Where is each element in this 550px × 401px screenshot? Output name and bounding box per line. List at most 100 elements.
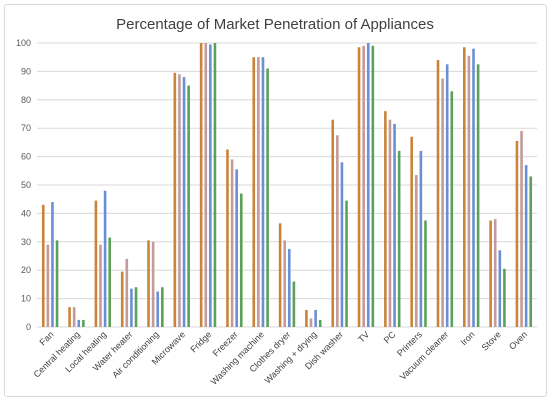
- bar: [340, 162, 344, 327]
- bar: [441, 78, 444, 327]
- bar: [472, 48, 475, 328]
- bar: [108, 237, 111, 327]
- x-category-label: Stove: [480, 329, 503, 352]
- chart-title: Percentage of Market Penetration of Appl…: [116, 16, 434, 33]
- bar: [450, 91, 454, 327]
- x-category-label: Fan: [38, 329, 56, 347]
- bar: [187, 85, 190, 327]
- bar: [309, 318, 313, 327]
- y-tick-label: 30: [21, 237, 31, 247]
- y-tick-label: 80: [21, 95, 31, 105]
- bar: [384, 111, 387, 327]
- bar: [239, 193, 243, 327]
- bar: [120, 271, 124, 327]
- bar: [414, 175, 418, 327]
- bar: [397, 150, 401, 327]
- y-axis: 0 10 20 30 40 50 60 70 80 90 100: [16, 38, 31, 332]
- bar: [489, 220, 492, 327]
- y-tick-label: 100: [16, 38, 31, 48]
- bar: [529, 176, 533, 327]
- bar: [424, 220, 427, 327]
- bar: [134, 287, 138, 327]
- bar: [288, 248, 291, 327]
- bar: [318, 319, 322, 327]
- bar: [125, 258, 129, 327]
- y-tick-label: 20: [21, 265, 31, 275]
- bar: [388, 119, 392, 328]
- bar: [345, 200, 348, 327]
- bar: [436, 60, 440, 327]
- y-tick-label: 50: [21, 180, 31, 190]
- bar: [209, 44, 212, 328]
- bar: [305, 309, 308, 327]
- bar: [362, 45, 365, 328]
- bar: [182, 77, 186, 327]
- x-category-label: TV: [356, 329, 371, 344]
- bar: [278, 223, 282, 327]
- bars: [41, 43, 533, 328]
- bar: [515, 140, 519, 327]
- bar: [178, 74, 181, 328]
- bar: [68, 307, 71, 327]
- bar: [467, 55, 471, 327]
- bar: [51, 202, 54, 327]
- bar: [204, 43, 208, 327]
- bar: [393, 123, 396, 327]
- x-category-label: Iron: [459, 329, 477, 347]
- bar: [230, 159, 234, 327]
- bar: [503, 268, 506, 327]
- bar: [520, 131, 523, 327]
- bar: [292, 281, 296, 327]
- bar: [130, 288, 133, 327]
- bar: [41, 204, 45, 327]
- bar: [445, 64, 449, 328]
- bar: [77, 319, 81, 327]
- bar: [173, 72, 177, 327]
- bar: [524, 165, 528, 327]
- x-category-label: Central heating: [32, 329, 82, 379]
- bar: [99, 244, 102, 327]
- bar: [72, 307, 76, 327]
- bar: [257, 57, 260, 327]
- bar: [366, 43, 370, 327]
- bar-chart: Percentage of Market Penetration of Appl…: [16, 16, 537, 387]
- bar: [336, 135, 339, 327]
- bar: [463, 47, 466, 327]
- y-tick-label: 10: [21, 294, 31, 304]
- x-category-label: PC: [382, 329, 398, 345]
- bar: [314, 309, 317, 327]
- bar: [283, 240, 286, 327]
- bar: [161, 287, 164, 327]
- gridlines: [37, 42, 537, 328]
- y-tick-label: 90: [21, 66, 31, 76]
- y-tick-label: 40: [21, 208, 31, 218]
- bar: [147, 240, 150, 327]
- bar: [213, 43, 217, 327]
- bar: [226, 149, 229, 327]
- bar: [82, 319, 85, 327]
- bar: [55, 240, 59, 327]
- bar: [46, 244, 50, 327]
- bar: [151, 241, 155, 327]
- bar: [261, 57, 265, 327]
- bar: [371, 45, 375, 328]
- x-category-label: Oven: [507, 329, 529, 351]
- bar: [103, 190, 107, 327]
- bar: [357, 47, 361, 327]
- bar: [199, 43, 203, 327]
- bar: [94, 200, 98, 327]
- bar: [156, 291, 160, 327]
- y-tick-label: 0: [26, 322, 31, 332]
- bar: [410, 136, 413, 327]
- bar: [252, 57, 256, 327]
- bar: [331, 119, 335, 328]
- y-tick-label: 70: [21, 123, 31, 133]
- bar: [419, 150, 423, 327]
- x-category-label: Vacuum cleaner: [398, 329, 451, 382]
- bar: [235, 169, 238, 327]
- x-category-label: Fridge: [188, 329, 213, 354]
- y-tick-label: 60: [21, 152, 31, 162]
- bar: [498, 250, 502, 327]
- x-category-label: Air conditioning: [110, 329, 161, 380]
